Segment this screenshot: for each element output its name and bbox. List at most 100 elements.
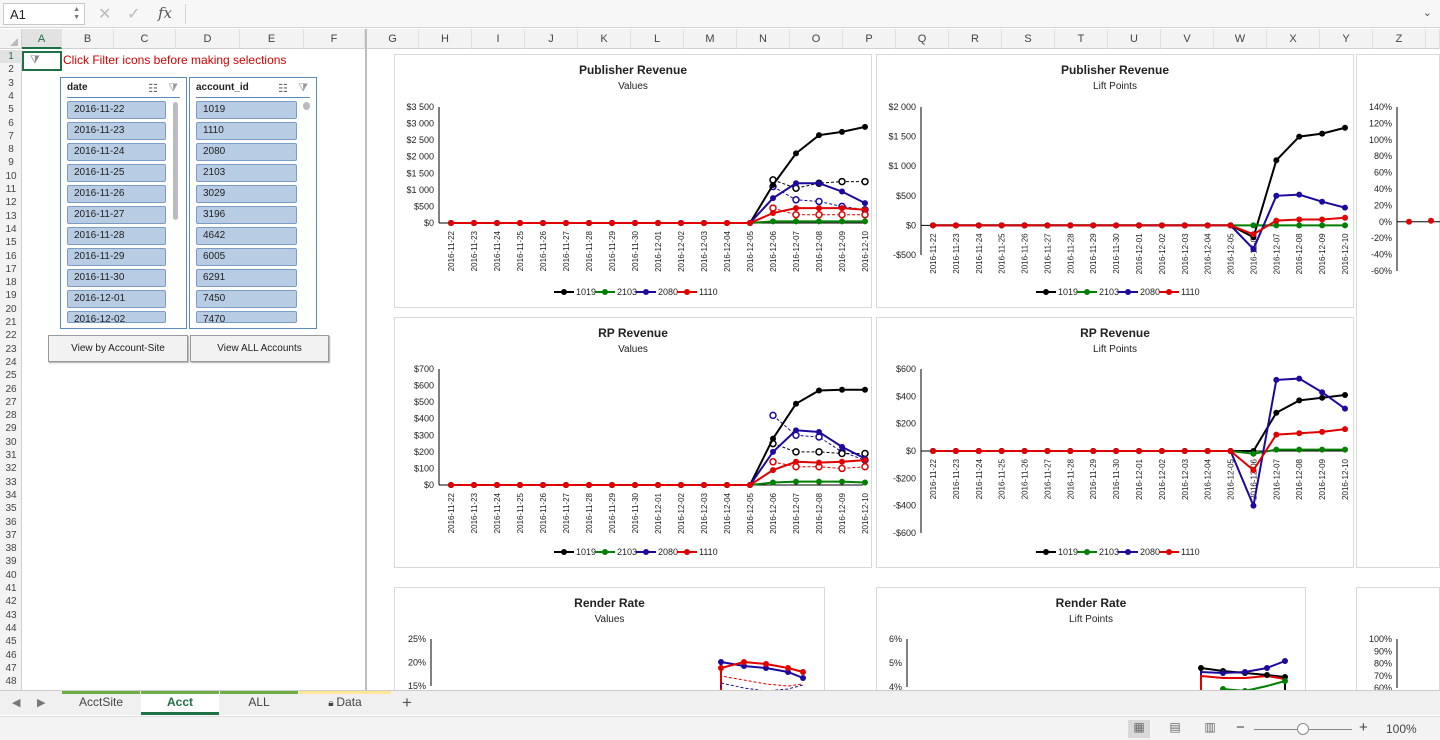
column-header-w[interactable]: W [1214,29,1267,49]
row-header-32[interactable]: 32 [5,463,17,475]
account-slicer-item[interactable]: 7470 [196,311,297,325]
row-header-30[interactable]: 30 [5,436,17,448]
page-layout-view-icon[interactable]: ▤ [1169,720,1181,734]
column-header-more[interactable] [1426,29,1440,49]
enter-icon[interactable]: ✓ [127,6,141,23]
account-slicer[interactable]: account_id ☷ ⧩ 1019 1110 2080 2103 3029 3196 4… [189,77,317,329]
column-header-i[interactable]: I [472,29,525,49]
row-header-35[interactable]: 35 [5,503,17,515]
row-header-33[interactable]: 33 [5,476,17,488]
row-header-1[interactable]: 1 [0,50,22,64]
column-header-e[interactable]: E [240,29,304,49]
clear-filter-icon[interactable]: ⧩ [168,82,178,94]
account-slicer-item[interactable]: 1110 [196,122,297,140]
chart-panel[interactable]: Render Rate Values 15% 20% 25% [394,587,825,692]
row-header-9[interactable]: 9 [8,157,14,169]
prev-sheet-icon[interactable]: ◀ [12,697,21,709]
row-header-38[interactable]: 38 [5,543,17,555]
column-header-m[interactable]: M [684,29,737,49]
date-slicer-scrollbar[interactable] [173,102,178,220]
chart-panel[interactable]: Render Rate Lift Points 4% 5% 6% [876,587,1306,692]
column-header-v[interactable]: V [1161,29,1214,49]
column-header-q[interactable]: Q [896,29,949,49]
chart-panel[interactable]: RP Revenue Lift Points -$600 -$400 -$200 $0 $2… [876,317,1354,568]
chart-panel[interactable]: Publisher Revenue Lift Points -$500 $0 $500 $… [876,54,1354,308]
date-slicer-item[interactable]: 2016-11-24 [67,143,166,161]
row-header-23[interactable]: 23 [5,343,17,355]
row-header-27[interactable]: 27 [5,396,17,408]
row-header-39[interactable]: 39 [5,556,17,568]
row-header-26[interactable]: 26 [5,383,17,395]
date-slicer-item[interactable]: 2016-11-27 [67,206,166,224]
date-slicer-item[interactable]: 2016-11-28 [67,227,166,245]
expand-formula-bar-icon[interactable]: ⌄ [1422,7,1432,19]
account-slicer-item[interactable]: 2080 [196,143,297,161]
selected-cell-a1[interactable] [22,51,62,71]
row-header-15[interactable]: 15 [5,237,17,249]
row-header-2[interactable]: 2 [8,64,14,76]
row-header-37[interactable]: 37 [5,529,17,541]
account-slicer-item[interactable]: 1019 [196,101,297,119]
row-header-20[interactable]: 20 [5,303,17,315]
column-header-p[interactable]: P [843,29,896,49]
row-header-48[interactable]: 48 [5,676,17,688]
cancel-icon[interactable]: ✕ [98,6,112,23]
row-header-11[interactable]: 11 [5,184,17,195]
column-header-s[interactable]: S [1002,29,1055,49]
row-header-17[interactable]: 17 [5,263,17,275]
multi-select-icon[interactable]: ☷ [278,83,288,95]
row-header-40[interactable]: 40 [5,569,17,581]
formula-input[interactable] [186,3,1416,25]
sheet-tab-data[interactable]: 🔒︎ Data [299,691,391,715]
page-break-view-icon[interactable]: ▥ [1204,720,1216,734]
date-slicer-item[interactable]: 2016-12-02 [67,311,166,325]
view-by-account-site-button[interactable]: View by Account-Site [48,335,188,362]
insert-function-icon[interactable]: fx [158,4,173,22]
chart-panel[interactable]: 60% 70% 80% 90% 100% [1356,587,1440,692]
account-slicer-item[interactable]: 4642 [196,227,297,245]
sheet-tab-all[interactable]: ALL [220,691,298,715]
row-header-8[interactable]: 8 [8,144,14,156]
column-header-g[interactable]: G [367,29,419,49]
row-header-6[interactable]: 6 [8,117,14,129]
column-header-o[interactable]: O [790,29,843,49]
normal-view-icon[interactable]: ▦ [1128,720,1150,738]
row-header-45[interactable]: 45 [5,636,17,648]
zoom-slider-thumb[interactable] [1297,723,1309,735]
row-header-31[interactable]: 31 [5,450,17,461]
account-slicer-scrollbar[interactable] [303,102,310,110]
date-slicer-item[interactable]: 2016-11-25 [67,164,166,182]
row-header-24[interactable]: 24 [5,356,17,368]
filter-clear-icon[interactable]: ⧩ [30,54,40,66]
row-header-21[interactable]: 21 [5,317,17,328]
zoom-level[interactable]: 100% [1386,722,1417,736]
row-header-47[interactable]: 47 [5,662,17,674]
name-box[interactable]: A1 ▲ ▼ [3,3,85,25]
row-header-7[interactable]: 7 [8,130,14,142]
column-header-l[interactable]: L [631,29,684,49]
sheet-tab-acct[interactable]: Acct [141,691,219,715]
row-header-14[interactable]: 14 [5,223,17,235]
multi-select-icon[interactable]: ☷ [148,83,158,95]
row-header-5[interactable]: 5 [8,104,14,116]
account-slicer-item[interactable]: 3196 [196,206,297,224]
row-header-12[interactable]: 12 [5,197,17,209]
row-header-43[interactable]: 43 [5,609,17,621]
column-header-y[interactable]: Y [1320,29,1373,49]
row-header-10[interactable]: 10 [5,170,17,182]
column-header-c[interactable]: C [114,29,176,49]
row-header-36[interactable]: 36 [5,516,17,528]
row-header-42[interactable]: 42 [5,596,17,608]
chart-panel[interactable]: Publisher Revenue Values $0 $500 $1 000 $1 50… [394,54,872,308]
next-sheet-icon[interactable]: ▶ [37,697,46,709]
date-slicer-item[interactable]: 2016-11-30 [67,269,166,287]
zoom-in-icon[interactable]: + [1359,719,1368,736]
column-header-t[interactable]: T [1055,29,1108,49]
row-header-29[interactable]: 29 [5,423,17,435]
column-header-r[interactable]: R [949,29,1002,49]
select-all-corner[interactable] [0,29,22,49]
row-header-41[interactable]: 41 [5,583,17,594]
column-header-j[interactable]: J [525,29,578,49]
date-slicer-item[interactable]: 2016-11-22 [67,101,166,119]
account-slicer-item[interactable]: 6005 [196,248,297,266]
